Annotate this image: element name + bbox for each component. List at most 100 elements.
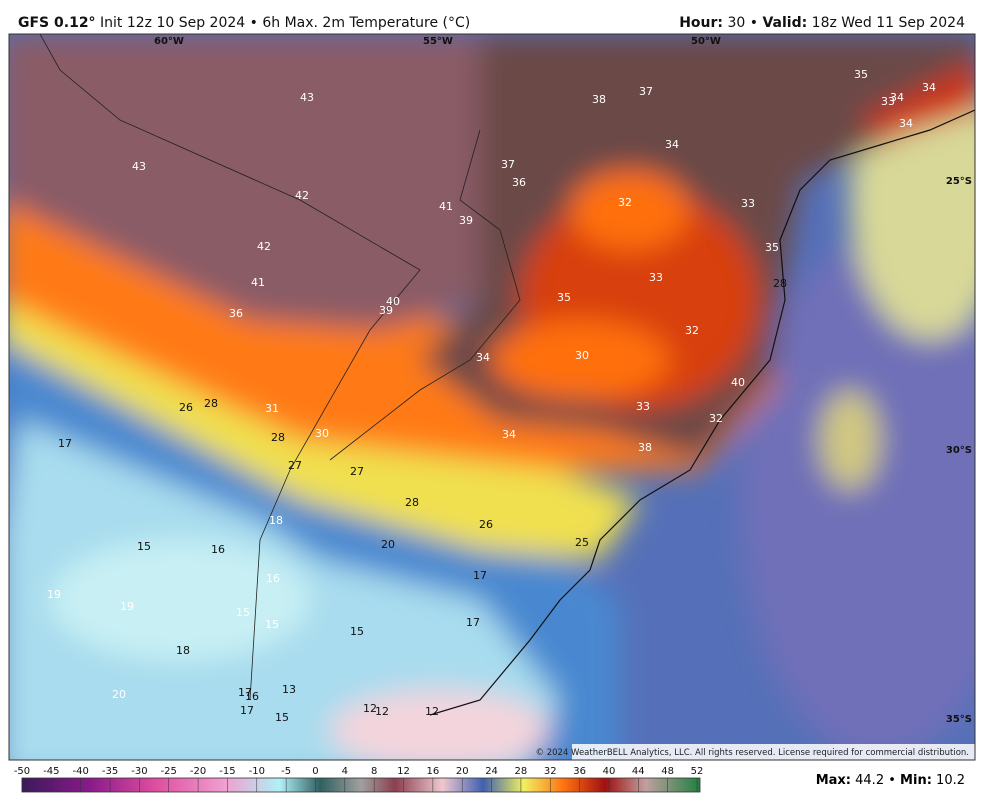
min: 10.2 bbox=[936, 773, 965, 788]
temperature-label: 17 bbox=[473, 569, 487, 582]
temperature-label: 17 bbox=[58, 437, 72, 450]
temperature-label: 30 bbox=[575, 349, 589, 362]
temperature-label: 28 bbox=[271, 431, 285, 444]
temperature-label: 15 bbox=[236, 606, 250, 619]
temperature-label: 28 bbox=[405, 496, 419, 509]
max-label: Max: bbox=[816, 773, 851, 788]
temperature-label: 32 bbox=[618, 196, 632, 209]
temperature-label: 33 bbox=[741, 197, 755, 210]
temperature-label: 34 bbox=[502, 428, 516, 441]
colorbar-tick-label: 36 bbox=[573, 766, 586, 777]
temperature-label: 15 bbox=[137, 540, 151, 553]
temperature-label: 17 bbox=[238, 686, 252, 699]
colorbar-ticks: -50 -45 -40 -35 -30 -25 -20 -15 -10 -5 0 4 8 12 16 20 24… bbox=[14, 766, 704, 792]
colorbar bbox=[21, 777, 701, 793]
temperature-label: 31 bbox=[265, 402, 279, 415]
temperature-label: 42 bbox=[295, 189, 309, 202]
temperature-label: 32 bbox=[709, 412, 723, 425]
temperature-label: 35 bbox=[765, 241, 779, 254]
temperature-label: 42 bbox=[257, 240, 271, 253]
max: 44.2 bbox=[855, 773, 884, 788]
temperature-label: 12 bbox=[363, 702, 377, 715]
temperature-label: 38 bbox=[592, 93, 606, 106]
colorbar-tick-label: -25 bbox=[161, 766, 177, 777]
temperature-label: 43 bbox=[132, 160, 146, 173]
temperature-label: 32 bbox=[685, 324, 699, 337]
temperature-label: 16 bbox=[211, 543, 225, 556]
temperature-label: 34 bbox=[922, 81, 936, 94]
temperature-label: 20 bbox=[112, 688, 126, 701]
temperature-label: 12 bbox=[375, 705, 389, 718]
colorbar-tick-label: -50 bbox=[14, 766, 30, 777]
colorbar-tick-label: 44 bbox=[632, 766, 645, 777]
colorbar-tick-label: -10 bbox=[249, 766, 265, 777]
separator: • bbox=[888, 773, 896, 788]
separator: • bbox=[750, 15, 758, 31]
temperature-label: 15 bbox=[275, 711, 289, 724]
temperature-label: 34 bbox=[899, 117, 913, 130]
temperature-label: 15 bbox=[350, 625, 364, 638]
temperature-label: 26 bbox=[179, 401, 193, 414]
temperature-label: 19 bbox=[47, 588, 61, 601]
latitude-label: 35°S bbox=[946, 714, 972, 725]
max-min: Max: 44.2 • Min: 10.2 bbox=[816, 773, 965, 788]
latitude-label: 30°S bbox=[946, 445, 972, 456]
colorbar-tick-label: -35 bbox=[102, 766, 118, 777]
colorbar-tick-label: 4 bbox=[342, 766, 348, 777]
temperature-label: 18 bbox=[176, 644, 190, 657]
temperature-label: 37 bbox=[639, 85, 653, 98]
temperature-label: 40 bbox=[731, 376, 745, 389]
temperature-label: 39 bbox=[459, 214, 473, 227]
temperature-label: 33 bbox=[649, 271, 663, 284]
colorbar-tick-label: -5 bbox=[281, 766, 291, 777]
temperature-label: 34 bbox=[665, 138, 679, 151]
min-label: Min: bbox=[900, 773, 932, 788]
temperature-label: 15 bbox=[265, 618, 279, 631]
temperature-label: 35 bbox=[854, 68, 868, 81]
colorbar-tick-label: -45 bbox=[43, 766, 59, 777]
temperature-label: 41 bbox=[439, 200, 453, 213]
valid-info: Hour: 30 • Valid: 18z Wed 11 Sep 2024 bbox=[679, 15, 965, 31]
colorbar-tick-label: -30 bbox=[131, 766, 147, 777]
temperature-label: 27 bbox=[350, 465, 364, 478]
colorbar-tick-label: 24 bbox=[485, 766, 498, 777]
model: GFS 0.12° bbox=[18, 15, 96, 31]
longitude-label: 60°W bbox=[154, 36, 184, 47]
colorbar-tick-label: -15 bbox=[219, 766, 235, 777]
hour-label: Hour: bbox=[679, 15, 723, 31]
temperature-label: 40 bbox=[386, 295, 400, 308]
temperature-label: 16 bbox=[266, 572, 280, 585]
colorbar-tick-label: 8 bbox=[371, 766, 377, 777]
temperature-label: 34 bbox=[476, 351, 490, 364]
colorbar-tick-label: 16 bbox=[427, 766, 440, 777]
temperature-label: 30 bbox=[315, 427, 329, 440]
colorbar-tick-label: 12 bbox=[397, 766, 410, 777]
temperature-label: 37 bbox=[501, 158, 515, 171]
header: GFS 0.12° Init 12z 10 Sep 2024 • 6h Max.… bbox=[18, 15, 965, 31]
temperature-label: 33 bbox=[881, 95, 895, 108]
temperature-label: 18 bbox=[269, 514, 283, 527]
map: 4343424241413936403938373736353334343434… bbox=[9, 34, 975, 760]
colorbar-tick-label: 32 bbox=[544, 766, 557, 777]
hour: 30 bbox=[727, 15, 745, 31]
temperature-label: 17 bbox=[466, 616, 480, 629]
description: Init 12z 10 Sep 2024 • 6h Max. 2m Temper… bbox=[100, 15, 470, 31]
longitude-label: 55°W bbox=[423, 36, 453, 47]
copyright: © 2024 WeatherBELL Analytics, LLC. All r… bbox=[536, 748, 969, 758]
temperature-label: 41 bbox=[251, 276, 265, 289]
longitude-labels: 60°W 55°W 50°W bbox=[154, 36, 721, 47]
valid: 18z Wed 11 Sep 2024 bbox=[812, 15, 965, 31]
latitude-labels: 25°S 30°S 35°S bbox=[946, 176, 972, 725]
temperature-label: 16 bbox=[245, 690, 259, 703]
temperature-label: 28 bbox=[204, 397, 218, 410]
temperature-label: 35 bbox=[557, 291, 571, 304]
colorbar-tick-label: 28 bbox=[515, 766, 528, 777]
temperature-label: 19 bbox=[120, 600, 134, 613]
temperature-label: 43 bbox=[300, 91, 314, 104]
temperature-label: 34 bbox=[890, 91, 904, 104]
temperature-label: 39 bbox=[379, 304, 393, 317]
temperature-label: 36 bbox=[229, 307, 243, 320]
colorbar-tick-label: 52 bbox=[691, 766, 704, 777]
temperature-label: 28 bbox=[773, 277, 787, 290]
